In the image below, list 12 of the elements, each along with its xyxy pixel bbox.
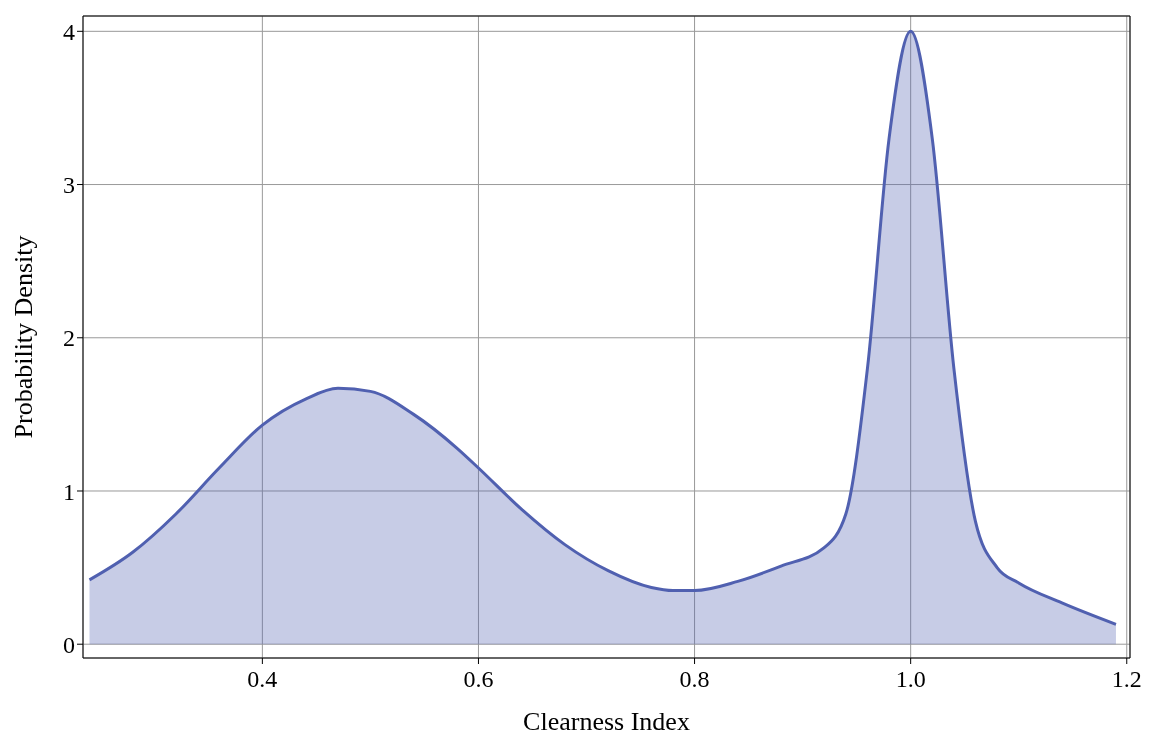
x-tick-label: 0.8: [679, 666, 710, 693]
x-tick-label: 1.2: [1111, 666, 1142, 693]
y-axis-title: Probability Density: [9, 235, 39, 439]
x-axis-title: Clearness Index: [523, 707, 690, 736]
x-tick-label: 0.4: [247, 666, 278, 693]
x-tick-label: 0.6: [463, 666, 494, 693]
y-tick-label: 3: [63, 172, 75, 199]
y-tick-label: 0: [63, 631, 75, 658]
x-tick-label: 1.0: [895, 666, 926, 693]
y-tick-label: 2: [63, 325, 75, 352]
y-tick-label: 4: [63, 18, 75, 45]
y-tick-label: 1: [63, 478, 75, 505]
